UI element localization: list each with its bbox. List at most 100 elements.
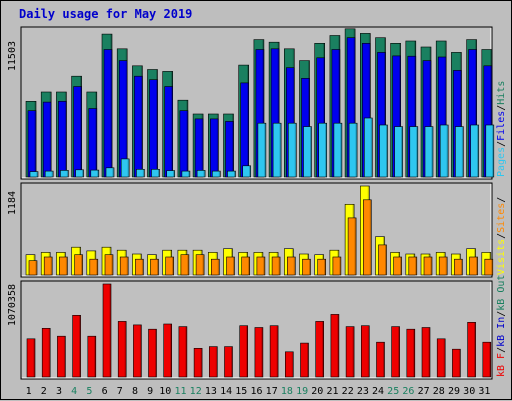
bar-pages-day-7 bbox=[120, 158, 130, 178]
bar-shadow bbox=[367, 325, 370, 377]
bar-sites-day-25 bbox=[393, 256, 402, 276]
bar-shadow bbox=[291, 351, 294, 377]
bar-sites-day-5 bbox=[89, 258, 99, 276]
bar-shadow bbox=[94, 336, 96, 377]
legend-item: Pages bbox=[496, 147, 507, 177]
bar-shadow bbox=[430, 257, 432, 275]
bar-shadow bbox=[339, 257, 341, 275]
day-label-15: 15 bbox=[235, 386, 247, 397]
bar-kb-f-day-1 bbox=[26, 338, 36, 378]
bar-pages-day-17 bbox=[272, 122, 282, 178]
bar-kb-f-day-12 bbox=[193, 347, 203, 378]
bar-kb-f-day-24 bbox=[376, 341, 385, 378]
bar-kb-f-day-25 bbox=[391, 326, 400, 378]
bar-shadow bbox=[215, 346, 218, 377]
bar-shadow bbox=[386, 125, 388, 177]
bar-shadow bbox=[202, 254, 205, 275]
day-label-5: 5 bbox=[86, 386, 92, 397]
bar-shadow bbox=[96, 259, 98, 275]
bar-shadow bbox=[231, 346, 233, 377]
day-label-14: 14 bbox=[220, 386, 232, 397]
legend-item: kB F bbox=[496, 353, 507, 377]
bar-shadow bbox=[446, 125, 449, 177]
bar-shadow bbox=[95, 108, 97, 177]
bar-sites-day-15 bbox=[241, 256, 250, 276]
bar-shadow bbox=[203, 170, 206, 177]
bar-kb-f-day-8 bbox=[133, 324, 142, 378]
bar-shadow bbox=[82, 169, 84, 177]
bar-shadow bbox=[307, 343, 309, 377]
bar-kb-f-day-13 bbox=[209, 346, 218, 378]
bar-shadow bbox=[155, 329, 157, 377]
bar-shadow bbox=[323, 57, 325, 177]
bar-pages-day-12 bbox=[196, 170, 206, 178]
day-label-10: 10 bbox=[159, 386, 171, 397]
day-label-2: 2 bbox=[41, 386, 47, 397]
panel-visits-max-label: 1184 bbox=[7, 191, 18, 215]
bar-shadow bbox=[185, 326, 187, 377]
bar-sites-day-21 bbox=[332, 256, 342, 276]
bar-kb-f-day-30 bbox=[467, 321, 476, 378]
bar-shadow bbox=[401, 126, 403, 177]
panel-hits-max-label: 11503 bbox=[7, 41, 18, 71]
bar-shadow bbox=[340, 123, 342, 177]
bar-sites-day-27 bbox=[423, 256, 433, 276]
bar-kb-f-day-28 bbox=[436, 338, 446, 378]
bar-pages-day-16 bbox=[257, 122, 267, 178]
legend-item: / bbox=[496, 233, 507, 239]
bar-kb-f-day-23 bbox=[360, 325, 370, 378]
bar-shadow bbox=[264, 123, 266, 177]
day-label-9: 9 bbox=[147, 386, 153, 397]
bar-shadow bbox=[158, 169, 160, 177]
panel-hits-legend: Pages/Files/Hits bbox=[496, 81, 507, 177]
day-label-1: 1 bbox=[26, 386, 32, 397]
bar-sites-day-22 bbox=[347, 217, 357, 276]
bar-shadow bbox=[170, 324, 172, 377]
bar-shadow bbox=[216, 118, 219, 177]
bar-kb-f-day-9 bbox=[148, 328, 157, 378]
panel-hits: 11503 Pages/Files/Hits bbox=[7, 26, 507, 180]
bar-sites-day-13 bbox=[211, 258, 220, 276]
bar-pages-day-8 bbox=[136, 169, 145, 178]
bar-shadow bbox=[97, 170, 99, 177]
bar-sites-day-28 bbox=[438, 256, 448, 276]
bar-shadow bbox=[309, 259, 311, 275]
bar-shadow bbox=[294, 123, 297, 177]
bar-shadow bbox=[36, 171, 38, 177]
bar-pages-day-4 bbox=[75, 169, 84, 178]
bar-shadow bbox=[141, 259, 144, 275]
bar-kb-f-day-29 bbox=[452, 348, 461, 378]
bar-shadow bbox=[276, 325, 279, 377]
bar-kb-f-day-27 bbox=[421, 327, 431, 378]
bar-sites-day-23 bbox=[362, 199, 372, 276]
bar-shadow bbox=[293, 257, 296, 275]
bar-kb-f-day-20 bbox=[315, 321, 325, 378]
bar-sites-day-30 bbox=[469, 256, 478, 276]
bar-shadow bbox=[413, 329, 415, 377]
bar-shadow bbox=[399, 55, 401, 177]
bar-shadow bbox=[111, 254, 113, 275]
bar-pages-day-5 bbox=[90, 169, 100, 178]
bar-shadow bbox=[431, 126, 433, 177]
bar-kb-f-day-7 bbox=[117, 321, 127, 378]
bar-shadow bbox=[249, 165, 251, 177]
day-label-30: 30 bbox=[463, 386, 475, 397]
bar-shadow bbox=[461, 126, 464, 177]
bar-shadow bbox=[112, 167, 114, 177]
bar-sites-day-24 bbox=[378, 244, 387, 276]
bar-pages-day-28 bbox=[439, 124, 449, 178]
bar-shadow bbox=[384, 52, 386, 177]
bar-sites-day-6 bbox=[104, 254, 114, 276]
bar-sites-day-9 bbox=[150, 258, 159, 276]
panel-visits-legend: Visits/Sites/ bbox=[496, 197, 507, 275]
bar-sites-day-16 bbox=[256, 256, 266, 276]
bar-shadow bbox=[491, 259, 493, 275]
bar-shadow bbox=[109, 284, 111, 377]
day-label-20: 20 bbox=[311, 386, 323, 397]
day-label-17: 17 bbox=[266, 386, 278, 397]
bar-shadow bbox=[186, 110, 188, 177]
day-label-4: 4 bbox=[71, 386, 77, 397]
bar-shadow bbox=[492, 125, 494, 177]
